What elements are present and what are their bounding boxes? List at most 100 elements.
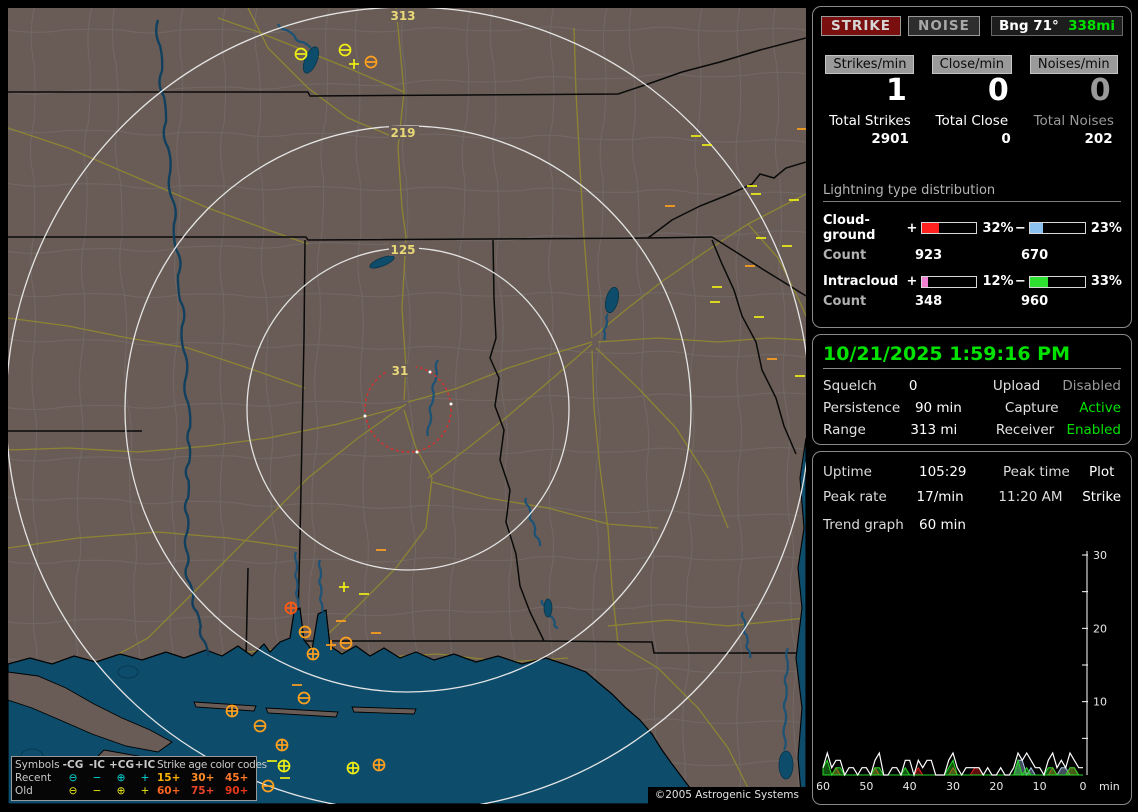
- session-row: Uptime 105:29 Peak time Plot: [823, 461, 1121, 484]
- ic-neg-pct: 33%: [1090, 274, 1122, 289]
- water-features: [8, 19, 806, 804]
- persistence-label: Persistence: [823, 400, 901, 416]
- legend-recent-label: Recent: [15, 772, 52, 784]
- legend-col-ic-pos: +IC: [134, 759, 156, 771]
- atlantic-strip: [795, 437, 806, 804]
- minus-sign: −: [1014, 220, 1026, 236]
- legend-old-label: Old: [15, 785, 33, 797]
- svg-text:20: 20: [1093, 622, 1107, 635]
- status-panel: 10/21/2025 1:59:16 PM Squelch 0 Upload D…: [812, 334, 1132, 445]
- receiver-label: Receiver: [995, 422, 1055, 438]
- noises-per-min-value: 0: [1089, 73, 1111, 108]
- peak-rate-label: Peak rate: [823, 489, 887, 505]
- lightning-map[interactable]: 313 219 125 31 Symbols -CG -IC +CG +IC Stri…: [8, 8, 806, 804]
- age-90-label: 90+: [225, 785, 249, 797]
- ic-pos-pct: 12%: [982, 274, 1014, 289]
- strikes-per-min-value: 1: [886, 73, 907, 108]
- plot-mode-value: Strike: [1082, 489, 1121, 505]
- upload-state: Disabled: [1062, 378, 1121, 394]
- recent-ic-pos-icon: +: [140, 772, 150, 784]
- session-trend-panel: Uptime 105:29 Peak time Plot Peak rate 1…: [812, 451, 1132, 805]
- legend-col-ic-neg: -IC: [89, 759, 105, 771]
- cloud-ground-label: Cloud-ground: [823, 213, 876, 243]
- strike-stats-panel: STRIKE NOISE Bng 71° 338mi Strikes/min 1…: [812, 6, 1132, 328]
- squelch-label: Squelch: [823, 378, 877, 394]
- noises-per-min-label: Noises/min: [1029, 55, 1118, 74]
- rivers: [155, 19, 789, 751]
- age-45-label: 45+: [225, 772, 249, 784]
- cg-neg-count: 670: [1021, 248, 1049, 263]
- distribution-title: Lightning type distribution: [823, 183, 1121, 202]
- age-75-label: 75+: [191, 785, 215, 797]
- range-value: 313 mi: [910, 422, 958, 438]
- total-close: Total Close 0: [921, 113, 1023, 147]
- svg-text:10: 10: [1093, 696, 1107, 709]
- state-borders: [8, 37, 806, 661]
- noise-mode-button[interactable]: NOISE: [908, 16, 980, 36]
- datetime-display: 10/21/2025 1:59:16 PM: [823, 343, 1070, 365]
- peak-time-label: Peak time: [1003, 464, 1070, 480]
- old-cg-pos-icon: ⊕: [116, 785, 126, 797]
- close-per-min-label: Close/min: [931, 55, 1012, 74]
- alarm-ring: [364, 365, 452, 453]
- svg-text:31: 31: [392, 364, 409, 378]
- peak-rate-value: 17/min: [916, 489, 964, 505]
- age-15-label: 15+: [157, 772, 181, 784]
- divider: [823, 368, 1121, 369]
- bearing-value: Bng 71°: [999, 18, 1059, 34]
- old-cg-neg-icon: ⊖: [68, 785, 78, 797]
- map-canvas: 313 219 125 31: [8, 8, 806, 804]
- ic-pos-count: 348: [915, 294, 943, 309]
- ring-labels: 313 219 125 31: [386, 9, 419, 378]
- range-label: Range: [823, 422, 866, 438]
- uptime-label: Uptime: [823, 464, 872, 480]
- persistence-value: 90 min: [914, 400, 962, 416]
- legend-age-title: Strike age color codes: [157, 759, 267, 771]
- svg-text:40: 40: [903, 780, 917, 793]
- legend-symbols-header: Symbols: [15, 759, 60, 771]
- session-row: Peak rate 17/min 11:20 AM Strike: [823, 486, 1121, 509]
- highway-lines: [8, 8, 806, 789]
- upload-label: Upload: [992, 378, 1041, 394]
- age-30-label: 30+: [191, 772, 215, 784]
- total-noises: Total Noises 202: [1023, 113, 1125, 147]
- ic-neg-bar: [1028, 275, 1086, 288]
- strikes-per-min-label: Strikes/min: [825, 55, 915, 74]
- recent-ic-neg-icon: −: [92, 772, 102, 784]
- count-label: Count: [823, 248, 867, 263]
- recent-cg-neg-icon: ⊖: [68, 772, 78, 784]
- minus-sign: −: [1014, 274, 1026, 289]
- status-row: Squelch 0 Upload Disabled: [823, 376, 1121, 396]
- distance-value: 338mi: [1068, 18, 1115, 34]
- peak-time-value: 11:20 AM: [998, 489, 1063, 505]
- gulf-of-mexico: [8, 606, 705, 804]
- ic-pos-bar: [920, 275, 978, 288]
- intracloud-label: Intracloud: [823, 274, 899, 289]
- svg-text:313: 313: [390, 9, 415, 23]
- strike-mode-button[interactable]: STRIKE: [821, 16, 902, 36]
- legend-col-cg-neg: -CG: [62, 759, 84, 771]
- legend-col-cg-pos: +CG: [109, 759, 135, 771]
- svg-text:10: 10: [1033, 780, 1047, 793]
- trend-graph-chart: 10 20 30 60 50 40 30 20 10 0 min: [817, 549, 1120, 793]
- bearing-distance-readout: Bng 71° 338mi: [991, 16, 1123, 36]
- age-60-label: 60+: [157, 785, 181, 797]
- copyright-notice: ©2005 Astrogenic Systems: [647, 787, 806, 804]
- svg-text:125: 125: [390, 243, 415, 257]
- cloud-ground-count-row: Count 923 670: [823, 248, 1123, 263]
- trend-graph-label: Trend graph: [823, 517, 904, 533]
- close-per-min-counter: Close/min 0: [921, 53, 1023, 107]
- trend-window-value: 60 min: [919, 517, 966, 533]
- strikes-per-min-counter: Strikes/min 1: [819, 53, 921, 107]
- svg-text:30: 30: [1093, 549, 1107, 562]
- cloud-ground-row: Cloud-ground + 32% − 23%: [823, 213, 1123, 243]
- total-noises-value: 202: [1084, 131, 1113, 147]
- noises-per-min-counter: Noises/min 0: [1023, 53, 1125, 107]
- map-legend: Symbols -CG -IC +CG +IC Strike age color…: [11, 756, 267, 801]
- cg-pos-bar: [920, 222, 978, 234]
- svg-text:50: 50: [859, 780, 873, 793]
- old-ic-pos-icon: +: [140, 785, 150, 797]
- close-per-min-value: 0: [987, 73, 1009, 108]
- cg-pos-count: 923: [915, 248, 943, 263]
- total-strikes-value: 2901: [871, 131, 909, 147]
